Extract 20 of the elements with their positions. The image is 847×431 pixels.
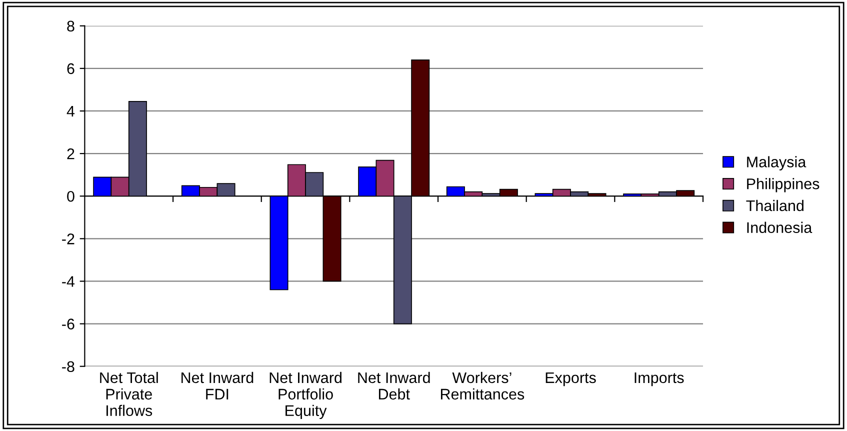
x-tick-label: Workers’ Remittances [440,372,524,400]
x-tick-label: Net Inward FDI [182,372,254,400]
legend-label: Philippines [747,178,820,192]
x-tick-label: Exports [546,372,596,386]
legend-label: Indonesia [747,222,812,234]
y-tick-label: 6 [67,63,74,74]
x-tick-label: Net Total Private Inflows [100,372,158,416]
legend-label: Thailand [746,200,804,212]
y-tick-label: -8 [62,361,74,372]
y-tick-label: -2 [62,234,74,244]
y-tick-label: -4 [62,276,75,287]
y-tick-label: 8 [67,20,74,32]
y-tick-label: 2 [67,148,74,160]
legend-label: Malaysia [747,156,806,170]
x-tick-label: Net Inward Debt [358,372,430,400]
y-tick-label: 0 [67,190,74,202]
y-tick-label: 4 [66,106,75,117]
y-tick-label: -6 [62,318,74,330]
x-tick-label: Imports [634,372,684,386]
x-tick-label: Net Inward Portfolio Equity [270,372,342,420]
